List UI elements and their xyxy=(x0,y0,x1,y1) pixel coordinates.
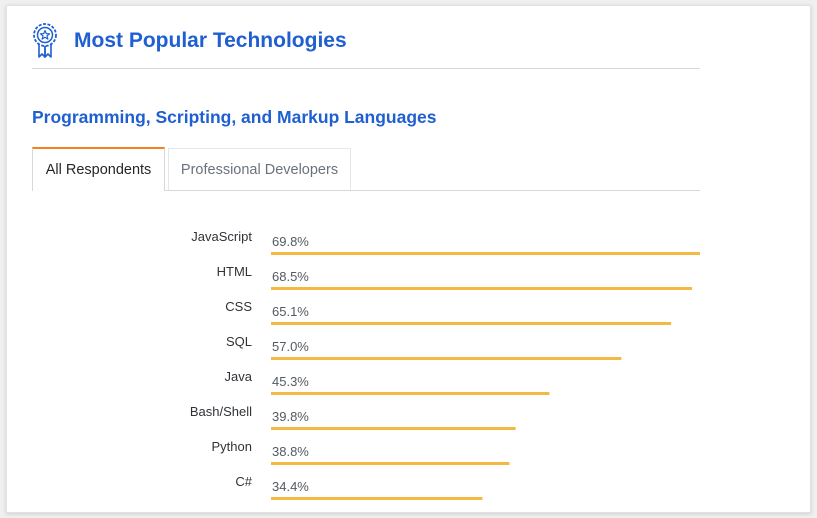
value-label: 68.5% xyxy=(272,269,309,284)
value-label: 45.3% xyxy=(272,374,309,389)
value-label: 39.8% xyxy=(272,409,309,424)
bar[interactable] xyxy=(271,322,672,325)
bar[interactable] xyxy=(271,497,483,500)
category-label: JavaScript xyxy=(191,229,252,244)
category-label: C# xyxy=(235,474,252,489)
value-label: 34.4% xyxy=(272,479,309,494)
category-label: HTML xyxy=(217,264,252,279)
bar[interactable] xyxy=(271,357,622,360)
page-title: Most Popular Technologies xyxy=(74,29,347,52)
bar[interactable] xyxy=(271,427,516,430)
category-label: Bash/Shell xyxy=(190,404,252,419)
category-label: Java xyxy=(225,369,253,384)
languages-bar-chart: JavaScript 69.8% HTML 68.5% CSS 65.1% SQL 57.0%… xyxy=(190,229,700,500)
bar[interactable] xyxy=(271,392,550,395)
value-label: 65.1% xyxy=(272,304,309,319)
section-title: Programming, Scripting, and Markup Langu… xyxy=(32,107,437,127)
bar[interactable] xyxy=(271,462,510,465)
value-label: 57.0% xyxy=(272,339,309,354)
card-header: Most Popular Technologies xyxy=(32,20,700,69)
tab-professional-developers[interactable]: Professional Developers xyxy=(168,148,351,190)
tab-all-respondents[interactable]: All Respondents xyxy=(32,147,165,191)
value-label: 38.8% xyxy=(272,444,309,459)
award-ribbon-icon xyxy=(33,23,57,58)
bar[interactable] xyxy=(271,252,700,255)
tab-bar: All Respondents Professional Developers xyxy=(32,147,700,191)
survey-card: Most Popular Technologies Programming, S… xyxy=(6,5,811,513)
category-label: SQL xyxy=(226,334,252,349)
bar[interactable] xyxy=(271,287,693,290)
category-label: Python xyxy=(212,439,252,454)
value-label: 69.8% xyxy=(272,234,309,249)
category-label: CSS xyxy=(225,299,252,314)
